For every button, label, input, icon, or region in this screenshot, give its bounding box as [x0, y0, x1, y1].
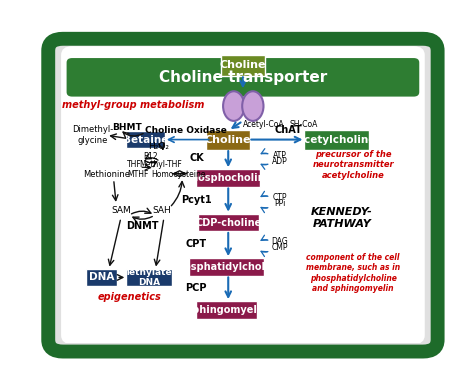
Text: Choline: Choline	[205, 135, 252, 145]
Text: Sphingomyelin: Sphingomyelin	[185, 305, 268, 315]
Text: SH-CoA: SH-CoA	[289, 120, 318, 129]
Text: Methyl-THF: Methyl-THF	[139, 160, 182, 169]
FancyBboxPatch shape	[48, 39, 438, 352]
Text: SAM: SAM	[112, 206, 132, 215]
Text: MTHF: MTHF	[128, 170, 149, 179]
Text: Choline transporter: Choline transporter	[159, 70, 327, 85]
Text: Acetylcholine: Acetylcholine	[297, 135, 376, 145]
Text: Methylated
DNA: Methylated DNA	[120, 268, 178, 287]
Text: CK: CK	[190, 153, 204, 163]
FancyBboxPatch shape	[221, 55, 265, 76]
Text: BHMT: BHMT	[112, 123, 142, 132]
Text: component of the cell
membrane, such as in
phosphatidylcholine
and sphingomyelin: component of the cell membrane, such as …	[306, 253, 400, 293]
Text: Acetyl-CoA: Acetyl-CoA	[243, 120, 285, 129]
Ellipse shape	[223, 91, 245, 121]
Text: Phosphatidylcholine: Phosphatidylcholine	[170, 262, 283, 272]
FancyBboxPatch shape	[126, 269, 172, 286]
Text: ChAT: ChAT	[275, 125, 303, 135]
FancyBboxPatch shape	[86, 269, 117, 286]
Text: CTP: CTP	[273, 194, 287, 203]
Text: DNA: DNA	[89, 273, 114, 283]
Text: PCP: PCP	[185, 283, 207, 293]
Text: THF: THF	[127, 160, 142, 169]
Text: Dimethyl-
glycine: Dimethyl- glycine	[72, 126, 113, 145]
Text: Betaine: Betaine	[123, 135, 168, 145]
Text: ADP: ADP	[272, 157, 288, 166]
Text: CPT: CPT	[186, 239, 207, 249]
Ellipse shape	[242, 91, 264, 121]
Text: epigenetics: epigenetics	[97, 292, 161, 302]
Text: PPi: PPi	[274, 199, 285, 208]
Text: DNMT: DNMT	[126, 221, 158, 231]
Text: B12: B12	[143, 152, 158, 161]
FancyBboxPatch shape	[196, 301, 257, 319]
Text: Phosphocholine: Phosphocholine	[184, 173, 272, 183]
Text: Pcyt1: Pcyt1	[181, 195, 211, 205]
Text: CMP: CMP	[272, 243, 288, 252]
Text: SAH: SAH	[153, 206, 172, 215]
Text: DAG: DAG	[271, 238, 288, 246]
FancyBboxPatch shape	[189, 258, 264, 276]
FancyBboxPatch shape	[304, 129, 369, 150]
Text: CDP-choline: CDP-choline	[195, 218, 261, 228]
FancyBboxPatch shape	[61, 46, 425, 344]
FancyBboxPatch shape	[198, 214, 258, 231]
Text: Homocysteine: Homocysteine	[151, 170, 206, 179]
Text: methyl-group metabolism: methyl-group metabolism	[62, 100, 204, 110]
Text: Choline: Choline	[219, 60, 266, 70]
FancyBboxPatch shape	[206, 129, 250, 150]
Text: precursor of the
neurotransmitter
acetylcholine: precursor of the neurotransmitter acetyl…	[312, 150, 394, 180]
Text: ATP: ATP	[273, 151, 287, 161]
FancyBboxPatch shape	[126, 131, 165, 149]
Text: Choline Oxidase: Choline Oxidase	[145, 126, 227, 135]
Text: H₂O₂: H₂O₂	[148, 142, 169, 151]
FancyBboxPatch shape	[196, 169, 260, 187]
Text: KENNEDY-
PATHWAY: KENNEDY- PATHWAY	[311, 208, 373, 229]
FancyBboxPatch shape	[66, 58, 419, 97]
Text: Methionine: Methionine	[83, 170, 130, 179]
